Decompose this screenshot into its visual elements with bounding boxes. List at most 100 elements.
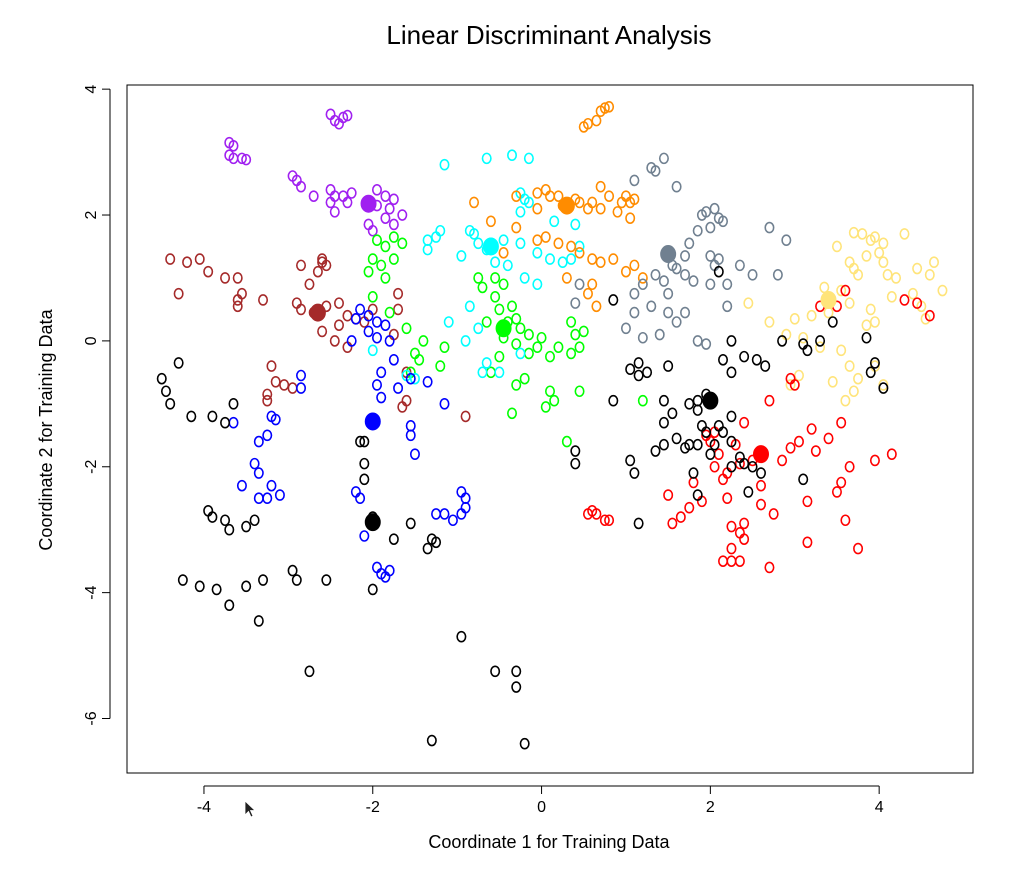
data-point	[785, 379, 796, 391]
data-point	[620, 322, 631, 335]
data-point	[367, 224, 378, 237]
data-point	[498, 278, 509, 291]
data-point	[857, 228, 868, 240]
data-point	[262, 388, 273, 401]
data-point	[287, 382, 298, 394]
data-point	[705, 221, 716, 234]
data-point	[709, 460, 720, 473]
data-point	[671, 262, 682, 275]
data-point	[519, 737, 530, 750]
data-point	[869, 357, 880, 369]
data-point	[692, 438, 703, 451]
data-point	[604, 100, 615, 113]
data-point	[566, 253, 577, 265]
data-point	[507, 300, 518, 313]
data-point	[718, 426, 729, 438]
data-point	[409, 448, 420, 460]
data-point	[764, 221, 775, 234]
data-point	[739, 416, 750, 429]
data-point	[405, 429, 416, 442]
data-point	[806, 423, 817, 435]
data-point	[485, 366, 496, 379]
data-point	[371, 316, 382, 328]
data-point	[844, 460, 855, 473]
data-point	[701, 206, 712, 218]
data-point	[785, 442, 796, 454]
data-point	[236, 479, 247, 492]
data-point	[253, 615, 264, 627]
data-point	[827, 375, 838, 388]
data-point	[511, 190, 522, 202]
data-point	[912, 262, 923, 275]
x-tick-label: 0	[537, 799, 546, 816]
data-point	[439, 158, 450, 171]
data-point	[726, 460, 737, 473]
data-point	[194, 580, 205, 593]
data-point	[629, 193, 640, 206]
data-point	[566, 240, 577, 253]
data-point	[861, 319, 872, 331]
data-point	[177, 574, 188, 586]
data-point	[371, 379, 382, 391]
data-point	[751, 353, 762, 366]
data-point	[367, 583, 378, 596]
data-point	[899, 294, 910, 306]
centroid-marker	[753, 445, 769, 464]
data-point	[388, 253, 399, 265]
data-point	[713, 265, 724, 278]
data-point	[384, 306, 395, 319]
data-point	[405, 372, 416, 385]
data-point	[296, 303, 307, 316]
data-point	[532, 246, 543, 259]
mouse-cursor-icon	[244, 800, 257, 818]
data-point	[836, 476, 847, 489]
data-point	[173, 357, 184, 369]
data-point	[431, 508, 442, 520]
data-point	[515, 322, 526, 335]
data-point	[937, 284, 948, 297]
data-point	[388, 353, 399, 366]
data-point	[675, 511, 686, 523]
data-point	[422, 243, 433, 256]
data-points	[156, 100, 948, 750]
data-point	[490, 256, 501, 269]
data-point	[232, 300, 243, 313]
data-point	[629, 306, 640, 319]
data-point	[650, 269, 661, 281]
data-point	[291, 574, 302, 586]
data-point	[604, 514, 615, 527]
data-point	[747, 269, 758, 281]
data-point	[574, 196, 585, 209]
data-point	[266, 360, 277, 372]
data-point	[734, 457, 745, 470]
data-point	[755, 498, 766, 511]
centroid-marker	[482, 237, 499, 256]
axes: -4 -2 0 2 4 -6 -4 -2 0 2 4	[83, 85, 884, 816]
data-point	[532, 234, 543, 246]
data-point	[582, 287, 593, 300]
data-point	[346, 335, 357, 347]
data-point	[646, 300, 657, 313]
data-point	[658, 275, 669, 287]
data-point	[481, 152, 492, 165]
data-point	[633, 369, 644, 382]
data-point	[599, 514, 610, 527]
data-point	[355, 303, 366, 316]
data-point	[688, 275, 699, 287]
data-point	[253, 467, 264, 479]
data-point	[755, 467, 766, 479]
data-point	[722, 278, 733, 291]
x-tick-label: -4	[197, 799, 211, 816]
data-point	[511, 313, 522, 325]
data-point	[667, 407, 678, 420]
data-point	[566, 316, 577, 328]
data-point	[869, 316, 880, 328]
data-point	[296, 382, 307, 394]
data-point	[608, 394, 619, 407]
data-point	[409, 372, 420, 385]
data-point	[739, 350, 750, 363]
data-point	[692, 394, 703, 407]
data-point	[253, 492, 264, 505]
data-point	[701, 426, 712, 438]
data-point	[907, 287, 918, 300]
